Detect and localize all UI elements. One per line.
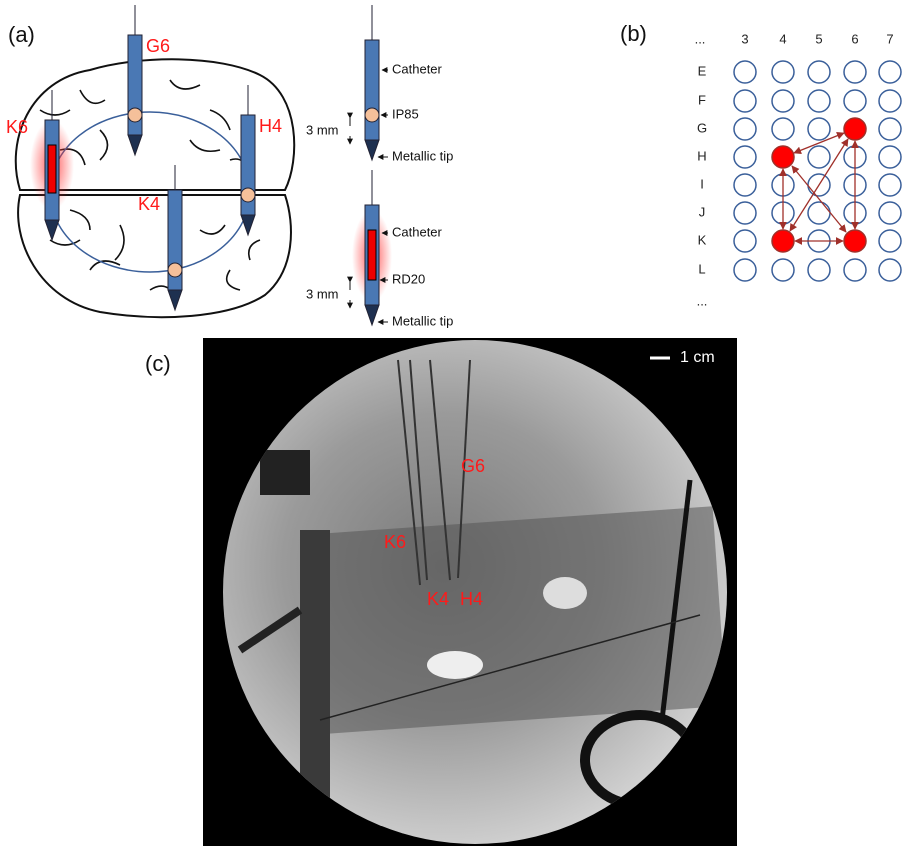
annotation: 3 mm	[306, 286, 339, 301]
catheter-ip85	[350, 5, 388, 160]
electrode	[844, 259, 866, 281]
row-label: ...	[697, 293, 708, 308]
electrode	[772, 61, 794, 83]
column-label: 5	[815, 31, 822, 46]
annotation: IP85	[392, 106, 419, 121]
figure: (a) G6 K6 H4 K4 Catheter IP85 Metallic t…	[0, 0, 922, 846]
electrode-label: G6	[146, 36, 170, 56]
electrode	[772, 90, 794, 112]
electrode	[844, 118, 866, 140]
electrode	[734, 61, 756, 83]
electrode-label: H4	[259, 116, 282, 136]
column-label: 3	[741, 31, 748, 46]
electrode-label: K6	[6, 117, 28, 137]
catheter-rd20	[350, 170, 392, 325]
electrode	[844, 90, 866, 112]
panel-label: (c)	[145, 351, 171, 376]
electrode	[772, 230, 794, 252]
electrode	[772, 259, 794, 281]
electrode	[734, 118, 756, 140]
annotation: Catheter	[392, 61, 443, 76]
electrode	[879, 90, 901, 112]
row-label: K	[698, 232, 707, 247]
row-label: F	[698, 92, 706, 107]
row-label: I	[700, 176, 704, 191]
electrode	[879, 146, 901, 168]
electrode	[734, 146, 756, 168]
electrode	[879, 230, 901, 252]
column-label: 4	[779, 31, 786, 46]
electrode	[772, 146, 794, 168]
electrode	[734, 174, 756, 196]
electrode-label: G6	[461, 456, 485, 476]
scale-label: 1 cm	[680, 349, 715, 366]
electrode	[734, 202, 756, 224]
electrode-label: K4	[138, 194, 160, 214]
electrode	[808, 90, 830, 112]
electrode	[879, 174, 901, 196]
electrode	[844, 61, 866, 83]
electrode-grid: ... 3 4 5 6 7 EFGHIJKL...	[695, 31, 901, 308]
electrode	[879, 61, 901, 83]
electrode	[808, 146, 830, 168]
annotation: Metallic tip	[392, 313, 453, 328]
electrode-label: K6	[384, 532, 406, 552]
electrode	[734, 90, 756, 112]
annotation: Metallic tip	[392, 148, 453, 163]
column-label: ...	[695, 31, 706, 46]
panel-label: (b)	[620, 21, 647, 46]
electrode	[808, 61, 830, 83]
panel-label: (a)	[8, 22, 35, 47]
electrode	[808, 202, 830, 224]
electrode	[734, 230, 756, 252]
annotation: Catheter	[392, 224, 443, 239]
electrode	[808, 118, 830, 140]
electrode	[844, 230, 866, 252]
row-label: J	[699, 204, 706, 219]
row-label: H	[697, 148, 706, 163]
row-label: L	[698, 261, 705, 276]
electrode	[879, 118, 901, 140]
electrode	[879, 259, 901, 281]
electrode-label: K4	[427, 589, 449, 609]
electrode	[772, 118, 794, 140]
electrode	[808, 259, 830, 281]
annotation: RD20	[392, 271, 425, 286]
annotation: 3 mm	[306, 122, 339, 137]
electrode	[734, 259, 756, 281]
electrode	[879, 202, 901, 224]
row-label: G	[697, 120, 707, 135]
row-label: E	[698, 63, 707, 78]
column-label: 7	[886, 31, 893, 46]
electrode-label: H4	[460, 589, 483, 609]
column-label: 6	[851, 31, 858, 46]
